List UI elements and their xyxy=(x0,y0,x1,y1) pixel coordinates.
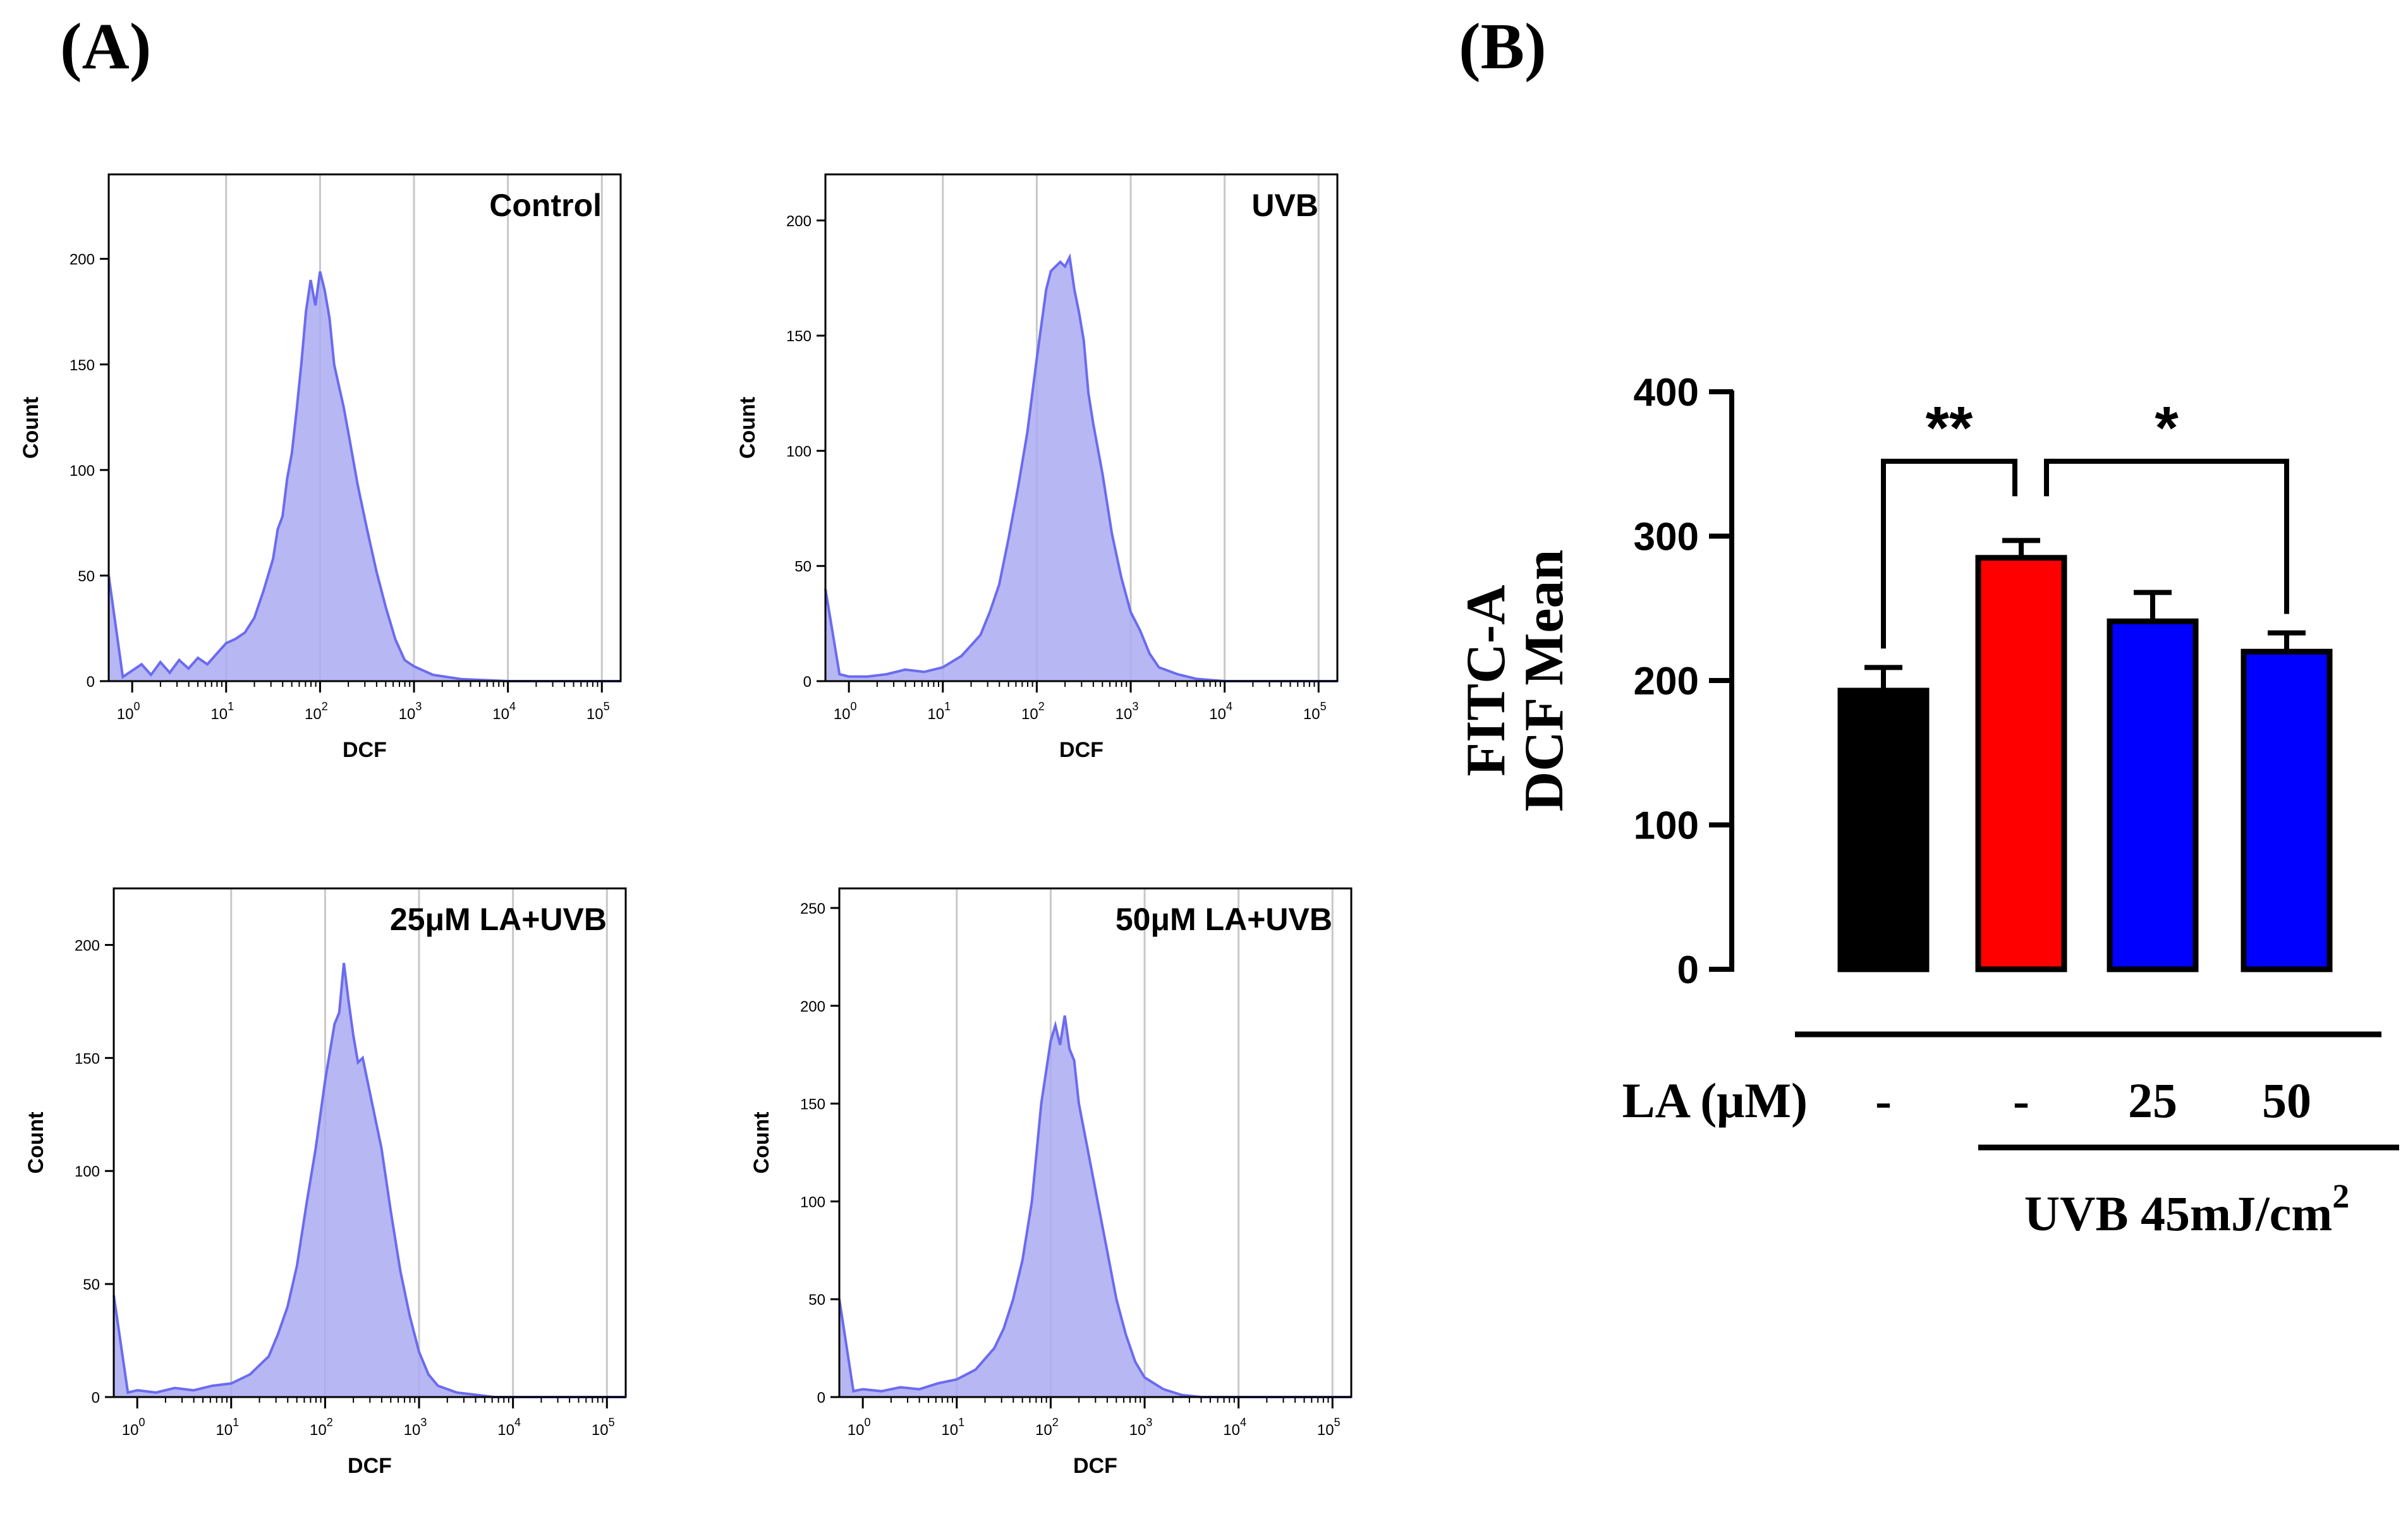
bar xyxy=(1837,687,1930,972)
y-axis-label: Count xyxy=(24,1111,48,1173)
x-tick-label: 103 xyxy=(404,1416,427,1439)
histogram-outline xyxy=(112,962,626,1398)
x-axis-label: DCF xyxy=(343,738,387,762)
y-tick-label: 0 xyxy=(1677,948,1699,992)
y-tick-label: 100 xyxy=(70,463,95,480)
category-label: - xyxy=(2013,1073,2029,1128)
x-tick-label: 102 xyxy=(310,1416,333,1439)
y-tick-label: 0 xyxy=(92,1389,100,1407)
x-axis-label: DCF xyxy=(1059,738,1104,762)
treatment-label: UVB 45mJ/cm2 xyxy=(2024,1177,2349,1241)
bar xyxy=(1975,555,2067,972)
y-tick-label: 200 xyxy=(70,251,95,269)
histogram-area xyxy=(114,963,626,1397)
y-tick-label: 200 xyxy=(786,213,812,230)
x-tick-label: 103 xyxy=(399,700,422,723)
y-tick-label: 200 xyxy=(800,998,825,1015)
y-tick-label: 0 xyxy=(803,674,812,691)
x-tick-label: 102 xyxy=(1035,1416,1059,1439)
x-tick-label: 101 xyxy=(216,1416,239,1439)
y-axis-label: Count xyxy=(736,397,760,459)
category-label: - xyxy=(1875,1073,1892,1128)
x-tick-label: 104 xyxy=(1223,1416,1246,1439)
y-tick-label: 50 xyxy=(83,1276,100,1293)
y-tick-label: 300 xyxy=(1634,516,1699,559)
histogram-control: 0 50 100 150 200 100 101 102 103 104 105 DCF Count Co… xyxy=(19,173,622,762)
y-tick-label: 0 xyxy=(817,1389,825,1407)
histogram-area xyxy=(839,1015,1351,1397)
histogram-title: 50μM LA+UVB xyxy=(1116,902,1332,937)
x-tick-label: 105 xyxy=(1317,1416,1341,1439)
y-tick-label: 100 xyxy=(786,443,812,460)
y-tick-label: 0 xyxy=(87,674,95,691)
bar xyxy=(2107,618,2199,972)
histogram-outline xyxy=(107,271,621,682)
x-tick-label: 105 xyxy=(587,700,610,723)
significance-label: * xyxy=(2155,394,2179,462)
histogram-area xyxy=(825,257,1337,681)
histogram-title: 25μM LA+UVB xyxy=(390,902,607,937)
x-axis-label: DCF xyxy=(348,1454,392,1478)
y-tick-label: 400 xyxy=(1634,371,1699,415)
y-tick-label: 100 xyxy=(75,1163,100,1180)
y-tick-label: 200 xyxy=(75,937,100,954)
significance-bracket xyxy=(2044,459,2289,614)
histogram-title: Control xyxy=(489,188,602,223)
category-label: 50 xyxy=(2262,1073,2311,1128)
x-tick-label: 100 xyxy=(848,1416,871,1439)
x-tick-label: 100 xyxy=(834,700,857,723)
histogram-area xyxy=(109,271,621,681)
histogram-uvb: 0 50 100 150 200 100 101 102 103 104 105 DCF Count UV… xyxy=(736,173,1339,762)
y-tick-label: 100 xyxy=(1634,804,1699,848)
y-tick-label: 50 xyxy=(78,568,95,585)
y-tick-label: 50 xyxy=(808,1292,825,1309)
y-tick-label: 150 xyxy=(70,357,95,374)
x-tick-label: 101 xyxy=(941,1416,964,1439)
histogram-title: UVB xyxy=(1251,188,1318,223)
bar xyxy=(2241,648,2333,972)
y-tick-label: 150 xyxy=(786,328,812,345)
category-label: 25 xyxy=(2128,1073,2177,1128)
significance-label: ** xyxy=(1926,394,1973,462)
x-tick-label: 101 xyxy=(927,700,951,723)
y-tick-label: 250 xyxy=(800,900,825,917)
x-tick-label: 102 xyxy=(305,700,328,723)
histogram-25um-la-uvb: 0 50 100 150 200 100 101 102 103 104 105 DCF Count 25… xyxy=(24,887,627,1478)
y-tick-label: 150 xyxy=(75,1050,100,1067)
x-tick-label: 104 xyxy=(1209,700,1232,723)
x-tick-label: 103 xyxy=(1116,700,1139,723)
x-tick-label: 103 xyxy=(1129,1416,1153,1439)
x-tick-label: 105 xyxy=(1303,700,1327,723)
y-axis-label: Count xyxy=(19,397,43,459)
x-tick-label: 105 xyxy=(592,1416,615,1439)
histogram-50um-la-uvb: 0 50 100 150 200 250 100 101 102 103 104 105 DCF Coun… xyxy=(750,887,1353,1478)
x-axis-label: DCF xyxy=(1073,1454,1117,1478)
y-tick-label: 150 xyxy=(800,1096,825,1113)
y-tick-label: 200 xyxy=(1634,660,1699,703)
histogram-outline xyxy=(824,253,1337,682)
panel-label-b: (B) xyxy=(1459,10,1547,83)
y-axis-label: FITC-ADCF Mean xyxy=(1456,550,1575,812)
x-tick-label: 100 xyxy=(117,700,140,723)
group-label: LA (μM) xyxy=(1622,1073,1808,1128)
x-tick-label: 102 xyxy=(1021,700,1045,723)
y-tick-label: 50 xyxy=(794,559,812,576)
x-tick-label: 104 xyxy=(497,1416,521,1439)
y-tick-label: 100 xyxy=(800,1194,825,1211)
panel-label-a: (A) xyxy=(60,10,151,83)
x-tick-label: 100 xyxy=(122,1416,145,1439)
x-tick-label: 101 xyxy=(210,700,234,723)
y-axis-label: Count xyxy=(750,1111,774,1173)
histogram-outline xyxy=(838,1015,1351,1398)
significance-bracket xyxy=(1881,459,2017,649)
x-tick-label: 104 xyxy=(492,700,516,723)
